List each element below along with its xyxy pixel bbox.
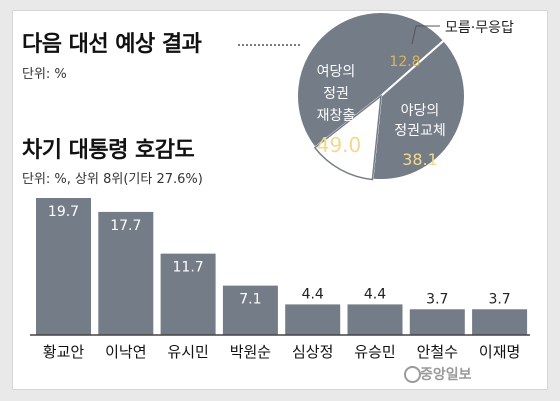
bar-value-label: 3.7 bbox=[488, 291, 510, 307]
bar-value-label: 17.7 bbox=[110, 218, 141, 234]
bar-category-label: 심상정 bbox=[292, 343, 333, 361]
bar-category-label: 유시민 bbox=[167, 343, 208, 361]
bar-박원순 bbox=[222, 285, 278, 335]
bar-안철수 bbox=[409, 309, 465, 335]
pie-slice-1-label: 여당의 bbox=[317, 64, 356, 80]
pie-slice-2-label: 정권교체 bbox=[394, 123, 446, 139]
bar-value-label: 3.7 bbox=[426, 291, 448, 307]
bar-category-label: 이재명 bbox=[479, 343, 520, 361]
pie-slice-1 bbox=[296, 11, 446, 150]
bar-category-label: 이낙연 bbox=[105, 343, 146, 361]
pie-slice-3-label: 모름·무응답 bbox=[445, 20, 514, 36]
pie-chart-unit: 단위: % bbox=[22, 67, 67, 82]
bar-value-label: 11.7 bbox=[173, 260, 204, 276]
brand-name: 중앙일보 bbox=[420, 367, 472, 383]
bar-category-label: 안철수 bbox=[417, 343, 458, 361]
bar-value-label: 19.7 bbox=[48, 204, 79, 220]
brand-logo-icon bbox=[404, 366, 421, 383]
bar-유시민 bbox=[160, 253, 216, 335]
bar-유승민 bbox=[347, 304, 403, 335]
pie-slice-1-label: 재창출 bbox=[317, 108, 356, 124]
pie-slice-2-value: 38.1 bbox=[402, 150, 438, 169]
bar-심상정 bbox=[285, 304, 341, 335]
title-leader-line bbox=[238, 44, 300, 46]
bar-value-label: 4.4 bbox=[364, 286, 386, 302]
pie-slice-2 bbox=[371, 39, 466, 181]
bar-category-label: 유승민 bbox=[354, 343, 395, 361]
bar-chart-unit: 단위: %, 상위 8위(기타 27.6%) bbox=[22, 172, 203, 187]
pie-chart-title: 다음 대선 예상 결과 bbox=[22, 32, 202, 57]
bar-이낙연 bbox=[98, 211, 154, 335]
bar-value-label: 7.1 bbox=[239, 292, 261, 308]
bar-황교안 bbox=[36, 198, 91, 335]
pie-slice-1-label: 정권 bbox=[323, 86, 349, 102]
pie-slice-3-value: 12.8 bbox=[389, 54, 420, 70]
bar-chart-title: 차기 대통령 호감도 bbox=[22, 138, 195, 163]
bar-category-label: 황교안 bbox=[43, 343, 85, 361]
pie-slice-1-value: 49.0 bbox=[317, 133, 362, 157]
pie-slice-3-leader-drop bbox=[411, 25, 417, 45]
bar-value-label: 4.4 bbox=[302, 286, 324, 302]
bar-이재명 bbox=[472, 309, 528, 335]
bar-category-label: 박원순 bbox=[230, 343, 272, 361]
pie-slice-2-label: 야당의 bbox=[401, 103, 440, 119]
pie-slice-3-outline bbox=[313, 94, 382, 181]
